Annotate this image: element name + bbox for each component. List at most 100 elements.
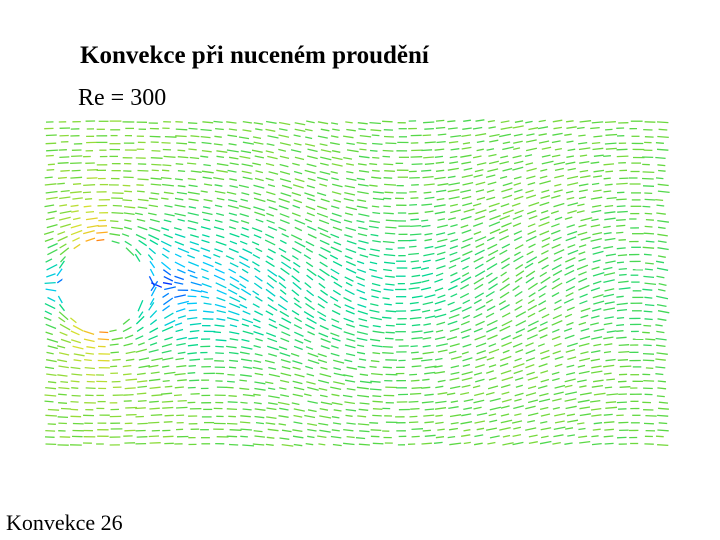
velocity-arrow: [525, 342, 534, 347]
velocity-arrow: [435, 126, 446, 129]
velocity-arrow: [242, 120, 252, 124]
velocity-arrow: [578, 427, 586, 431]
velocity-arrow: [293, 443, 303, 447]
velocity-arrow: [215, 345, 224, 348]
velocity-arrow: [421, 279, 430, 283]
velocity-arrow: [239, 255, 249, 262]
velocity-arrow: [162, 269, 172, 276]
velocity-arrow: [174, 178, 183, 181]
velocity-arrow: [422, 259, 431, 263]
velocity-arrow: [580, 314, 589, 319]
velocity-arrow: [58, 311, 69, 321]
velocity-arrow: [474, 392, 485, 397]
velocity-arrow: [306, 212, 315, 217]
velocity-arrow: [293, 134, 301, 138]
velocity-arrow: [421, 400, 434, 404]
velocity-arrow: [265, 443, 274, 446]
velocity-arrow: [605, 128, 613, 131]
velocity-arrow: [189, 241, 200, 246]
velocity-arrow: [357, 232, 368, 237]
velocity-arrow: [515, 320, 527, 327]
velocity-arrow: [655, 177, 664, 180]
velocity-arrow: [551, 320, 563, 326]
velocity-arrow: [213, 143, 223, 146]
velocity-arrow: [567, 167, 576, 171]
velocity-arrow: [330, 170, 338, 174]
velocity-arrow: [512, 285, 520, 292]
velocity-arrow: [485, 272, 493, 278]
velocity-arrow: [59, 156, 70, 159]
velocity-arrow: [642, 359, 655, 362]
velocity-arrow: [148, 234, 160, 241]
velocity-arrow: [137, 342, 145, 346]
velocity-arrow: [342, 394, 353, 398]
velocity-arrow: [577, 203, 585, 207]
velocity-arrow: [411, 386, 422, 389]
velocity-arrow: [214, 184, 223, 187]
velocity-arrow: [318, 387, 328, 391]
velocity-arrow: [343, 156, 353, 160]
velocity-arrow: [160, 240, 172, 247]
velocity-arrow: [358, 408, 369, 411]
velocity-arrow: [578, 244, 587, 248]
velocity-arrow: [554, 355, 564, 360]
velocity-arrow: [643, 275, 655, 279]
velocity-arrow: [147, 254, 154, 261]
velocity-arrow: [174, 322, 183, 326]
velocity-arrow: [449, 343, 460, 348]
velocity-arrow: [537, 126, 549, 130]
velocity-arrow: [411, 324, 421, 327]
velocity-arrow: [434, 313, 447, 319]
velocity-arrow: [148, 435, 160, 438]
velocity-arrow: [86, 224, 99, 229]
velocity-arrow: [267, 225, 278, 231]
velocity-arrow: [294, 156, 305, 161]
velocity-arrow: [382, 345, 393, 348]
velocity-arrow: [435, 414, 443, 417]
velocity-arrow: [552, 406, 560, 410]
velocity-arrow: [346, 240, 357, 245]
velocity-arrow: [47, 163, 55, 166]
velocity-arrow: [578, 321, 587, 326]
velocity-arrow: [411, 428, 424, 431]
velocity-arrow: [450, 223, 458, 228]
velocity-arrow: [149, 218, 160, 223]
velocity-arrow: [279, 163, 289, 168]
velocity-arrow: [658, 282, 667, 287]
velocity-arrow: [422, 175, 434, 179]
velocity-arrow: [528, 215, 538, 220]
velocity-arrow: [513, 176, 522, 180]
velocity-arrow: [460, 224, 469, 229]
velocity-arrow: [305, 247, 314, 253]
velocity-arrow: [424, 315, 436, 319]
velocity-arrow: [307, 409, 317, 413]
velocity-arrow: [486, 189, 495, 193]
velocity-arrow: [242, 248, 253, 254]
velocity-arrow: [291, 247, 302, 254]
velocity-arrow: [514, 392, 524, 397]
velocity-arrow: [70, 176, 83, 179]
velocity-arrow: [644, 282, 657, 286]
velocity-arrow: [307, 422, 318, 427]
velocity-arrow: [578, 251, 586, 255]
velocity-arrow: [590, 399, 601, 403]
velocity-arrow: [317, 353, 327, 358]
velocity-arrow: [434, 308, 442, 312]
velocity-arrow: [486, 370, 494, 374]
velocity-arrow: [657, 233, 668, 237]
velocity-arrow: [616, 295, 624, 298]
velocity-arrow: [160, 176, 172, 180]
velocity-arrow: [332, 226, 343, 231]
velocity-arrow: [551, 328, 560, 333]
velocity-arrow: [343, 219, 353, 223]
velocity-arrow: [148, 302, 155, 311]
velocity-arrow: [280, 394, 290, 398]
velocity-arrow: [85, 387, 96, 390]
velocity-arrow: [239, 261, 251, 269]
velocity-arrow: [330, 233, 340, 239]
velocity-arrow: [501, 320, 513, 327]
velocity-arrow: [460, 391, 470, 396]
velocity-arrow: [201, 282, 212, 288]
velocity-arrow: [318, 332, 329, 338]
velocity-arrow: [60, 380, 69, 384]
